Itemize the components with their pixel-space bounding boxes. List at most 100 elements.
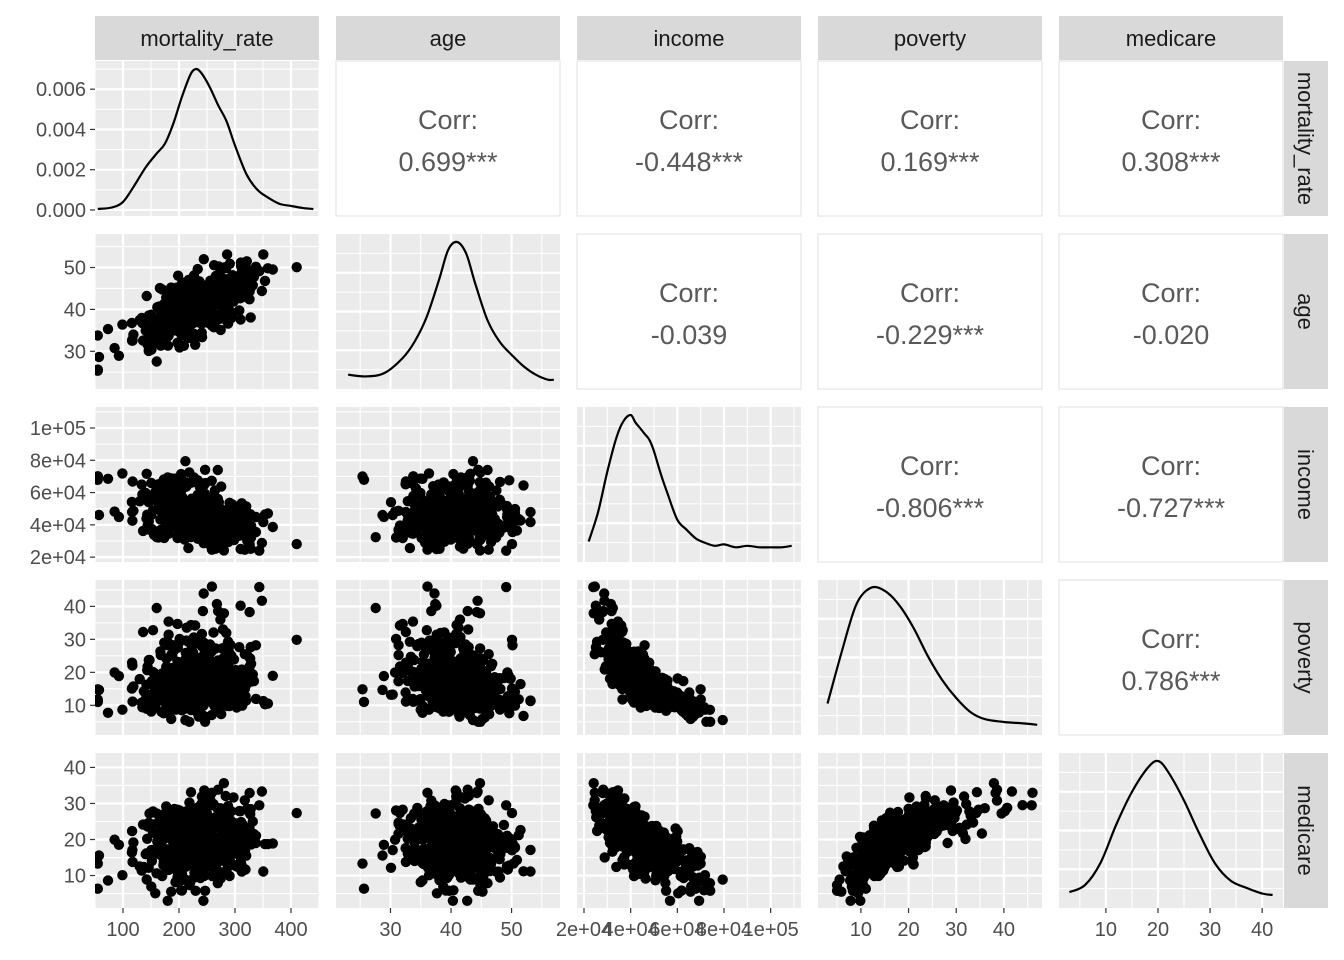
scatter-point bbox=[203, 657, 215, 668]
scatter-point bbox=[677, 706, 689, 717]
scatter-point bbox=[422, 544, 433, 555]
scatter-point bbox=[410, 826, 421, 837]
scatter-point bbox=[109, 834, 120, 845]
scatter-point bbox=[148, 324, 159, 335]
scatter-point bbox=[220, 790, 231, 802]
scatter-point bbox=[717, 874, 728, 885]
scatter-point bbox=[219, 664, 230, 676]
scatter-point bbox=[226, 674, 237, 686]
scatter-point bbox=[140, 487, 151, 499]
scatter-point bbox=[151, 602, 162, 614]
scatter-point bbox=[484, 481, 495, 492]
scatter-point bbox=[613, 812, 625, 824]
scatter-point bbox=[228, 792, 239, 803]
scatter-point bbox=[136, 312, 147, 324]
scatter-point bbox=[141, 468, 152, 479]
scatter-point bbox=[612, 629, 624, 640]
scatter-point bbox=[482, 842, 493, 854]
scatter-point bbox=[467, 874, 479, 885]
corr-panel-bg bbox=[576, 60, 802, 217]
scatter-point bbox=[147, 827, 159, 838]
scatter-point bbox=[126, 317, 138, 329]
scatter-point bbox=[463, 833, 474, 844]
scatter-point bbox=[156, 678, 167, 689]
scatter-point bbox=[140, 693, 151, 705]
scatter-point bbox=[185, 619, 197, 631]
scatter-point bbox=[242, 669, 253, 681]
scatter-points-medicare-poverty bbox=[831, 778, 1038, 906]
scatter-point bbox=[692, 877, 703, 888]
scatter-point bbox=[389, 506, 401, 517]
scatter-point bbox=[228, 296, 239, 307]
panel-income-age bbox=[336, 407, 560, 562]
scatter-point bbox=[219, 867, 230, 878]
scatter-point bbox=[444, 653, 455, 664]
scatter-point bbox=[127, 515, 138, 526]
scatter-point bbox=[672, 844, 683, 855]
scatter-point bbox=[128, 681, 139, 692]
scatter-point bbox=[156, 850, 168, 862]
scatter-point bbox=[235, 543, 246, 555]
scatter-point bbox=[245, 653, 256, 664]
corr-label: Corr: bbox=[900, 105, 960, 135]
scatter-point bbox=[443, 706, 455, 717]
corr-value: -0.727*** bbox=[1117, 493, 1226, 523]
scatter-point bbox=[259, 275, 271, 287]
scatter-point bbox=[431, 543, 442, 555]
scatter-points-income-age bbox=[357, 456, 536, 556]
scatter-point bbox=[198, 684, 209, 695]
scatter-point bbox=[144, 654, 155, 666]
scatter-point bbox=[254, 581, 265, 593]
scatter-points-poverty-mortality_rate bbox=[95, 581, 302, 727]
scatter-point bbox=[197, 605, 209, 617]
scatter-point bbox=[525, 506, 536, 518]
scatter-point bbox=[162, 895, 173, 906]
scatter-point bbox=[462, 500, 474, 511]
scatter-point bbox=[617, 694, 628, 705]
corr-panel-age-medicare: Corr:-0.020 bbox=[1058, 233, 1284, 390]
scatter-point bbox=[144, 808, 155, 819]
scatter-point bbox=[102, 473, 114, 484]
corr-label: Corr: bbox=[900, 451, 960, 481]
scatter-point bbox=[525, 516, 536, 528]
scatter-point bbox=[450, 785, 461, 796]
scatter-point bbox=[162, 340, 174, 351]
scatter-point bbox=[198, 254, 209, 265]
scatter-point bbox=[242, 803, 253, 814]
scatter-point bbox=[226, 280, 237, 291]
scatter-point bbox=[244, 606, 255, 618]
scatter-point bbox=[244, 787, 255, 799]
scatter-point bbox=[357, 684, 368, 695]
scatter-point bbox=[205, 540, 216, 551]
scatter-point bbox=[146, 881, 157, 892]
scatter-point bbox=[128, 329, 139, 340]
scatter-point bbox=[169, 673, 180, 684]
scatter-point bbox=[126, 496, 138, 508]
scatter-point bbox=[127, 696, 138, 707]
scatter-point bbox=[415, 473, 426, 484]
scatter-point bbox=[422, 661, 433, 672]
scatter-point bbox=[109, 506, 120, 517]
scatter-point bbox=[220, 655, 231, 666]
scatter-point bbox=[166, 497, 177, 508]
scatter-point bbox=[457, 826, 468, 838]
scatter-point bbox=[435, 679, 446, 691]
corr-label: Corr: bbox=[659, 278, 719, 308]
scatter-point bbox=[463, 647, 474, 659]
scatter-point bbox=[445, 678, 456, 689]
scatter-point bbox=[231, 514, 242, 525]
panel-income-income bbox=[577, 407, 801, 562]
scatter-point bbox=[245, 641, 256, 653]
scatter-point bbox=[695, 684, 706, 695]
corr-panel-income-medicare: Corr:-0.727*** bbox=[1058, 406, 1284, 563]
scatter-point bbox=[612, 637, 624, 649]
scatter-point bbox=[95, 364, 103, 375]
scatter-point bbox=[102, 875, 114, 886]
scatter-point bbox=[155, 514, 166, 525]
scatter-point bbox=[256, 285, 268, 297]
scatter-point bbox=[506, 807, 518, 819]
scatter-point bbox=[599, 852, 610, 863]
scatter-point bbox=[428, 646, 439, 657]
scatter-point bbox=[180, 874, 191, 885]
corr-value: -0.806*** bbox=[876, 493, 985, 523]
